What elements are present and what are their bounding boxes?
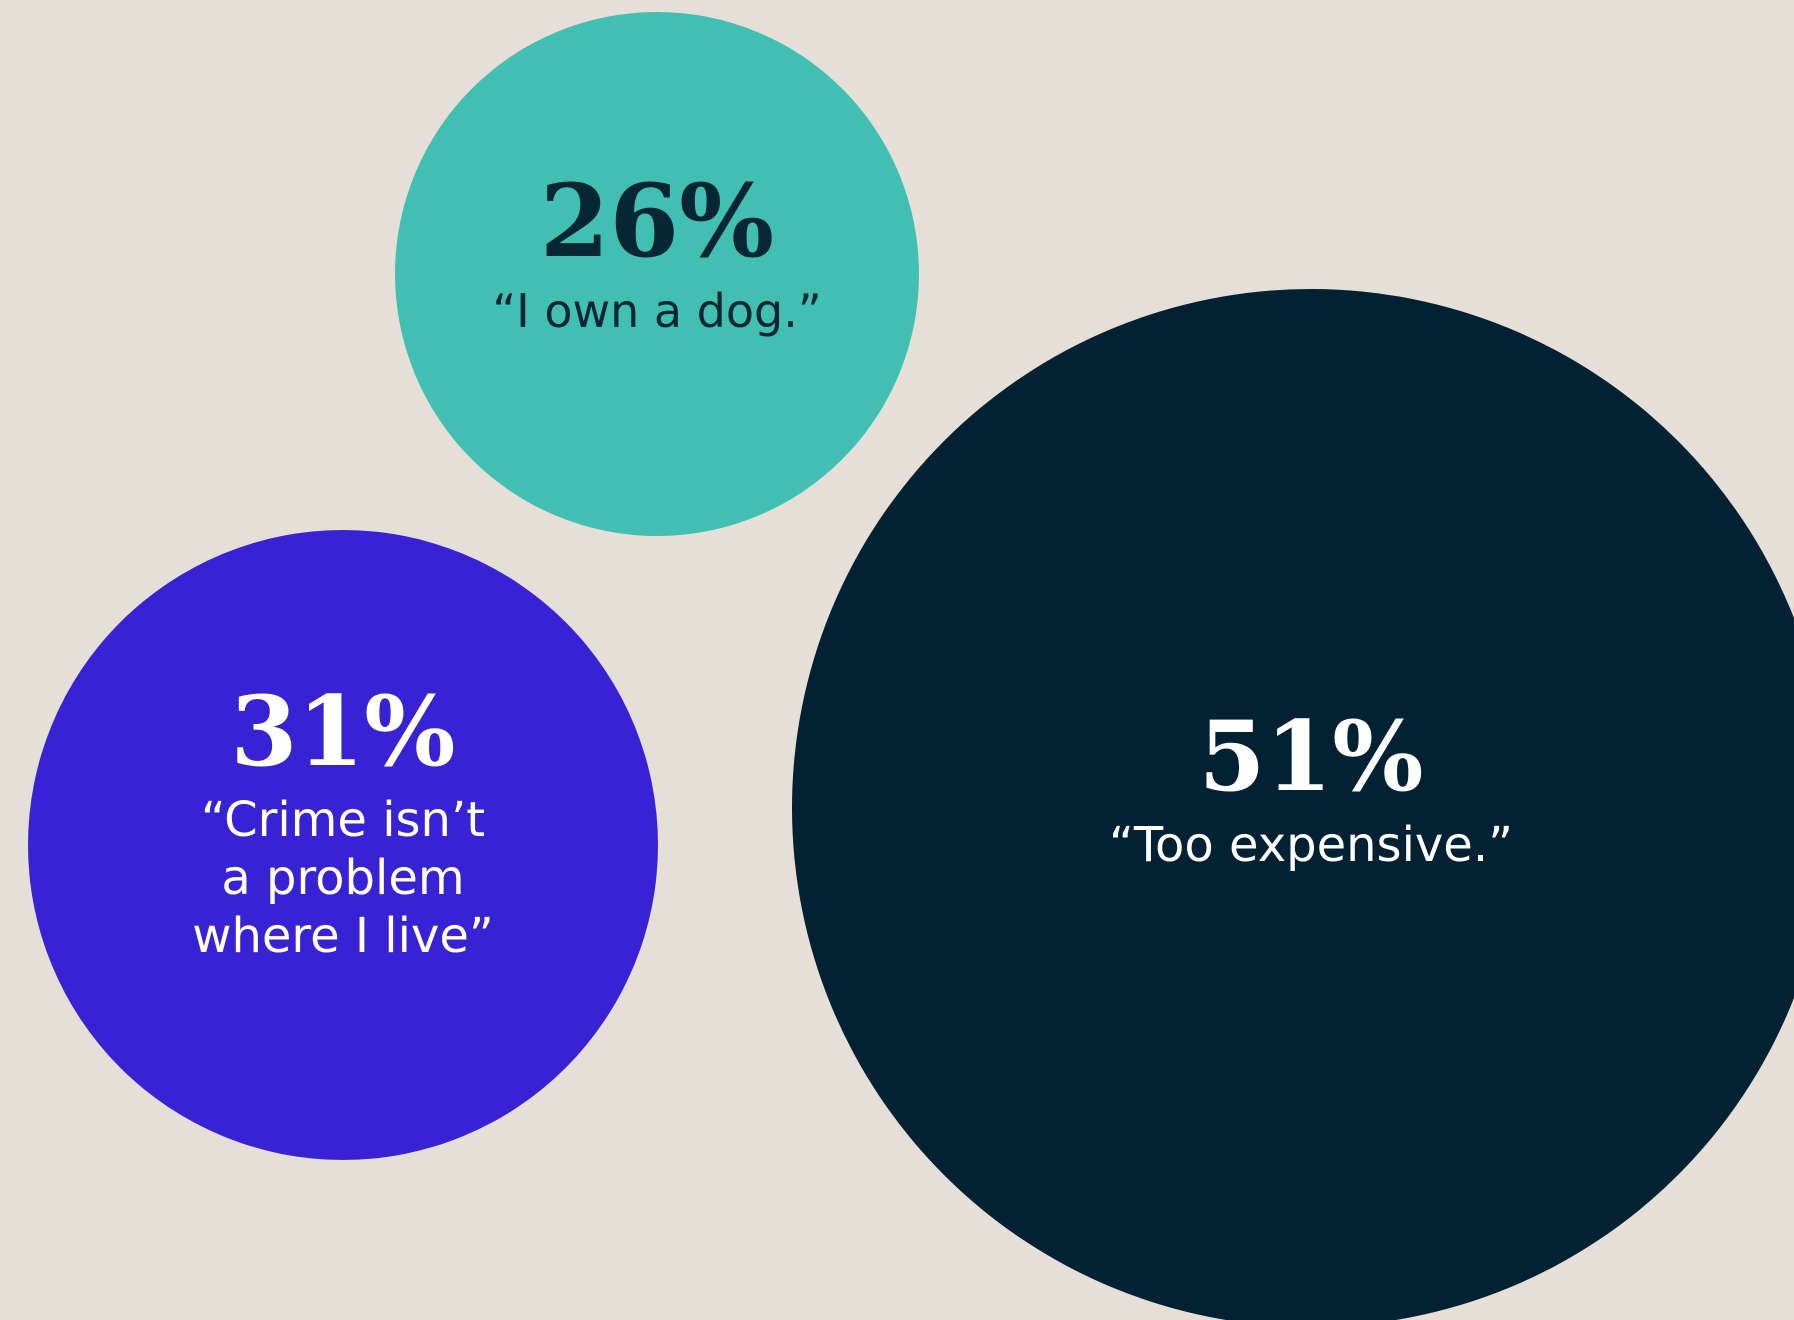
- bubble-value-label-0: 26%: [540, 162, 774, 280]
- bubble-0: 26%“I own a dog.”: [395, 12, 919, 536]
- bubble-quote-line-1-0: “Crime isn’t: [201, 792, 485, 848]
- bubble-circle-0: [395, 12, 919, 536]
- bubble-value-label-2: 51%: [1199, 700, 1424, 813]
- bubble-quote-line-0-0: “I own a dog.”: [492, 284, 821, 338]
- bubble-2: 51%“Too expensive.”: [792, 289, 1794, 1320]
- bubble-quote-line-1-2: where I live”: [192, 908, 494, 964]
- bubble-quote-line-2-0: “Too expensive.”: [1109, 817, 1513, 873]
- bubble-circle-1: [28, 530, 658, 1160]
- bubbles-layer: 26%“I own a dog.”31%“Crime isn’ta proble…: [28, 12, 1794, 1320]
- bubble-quote-line-1-1: a problem: [221, 850, 464, 906]
- bubble-circle-2: [792, 289, 1794, 1320]
- bubble-value-label-1: 31%: [231, 675, 456, 788]
